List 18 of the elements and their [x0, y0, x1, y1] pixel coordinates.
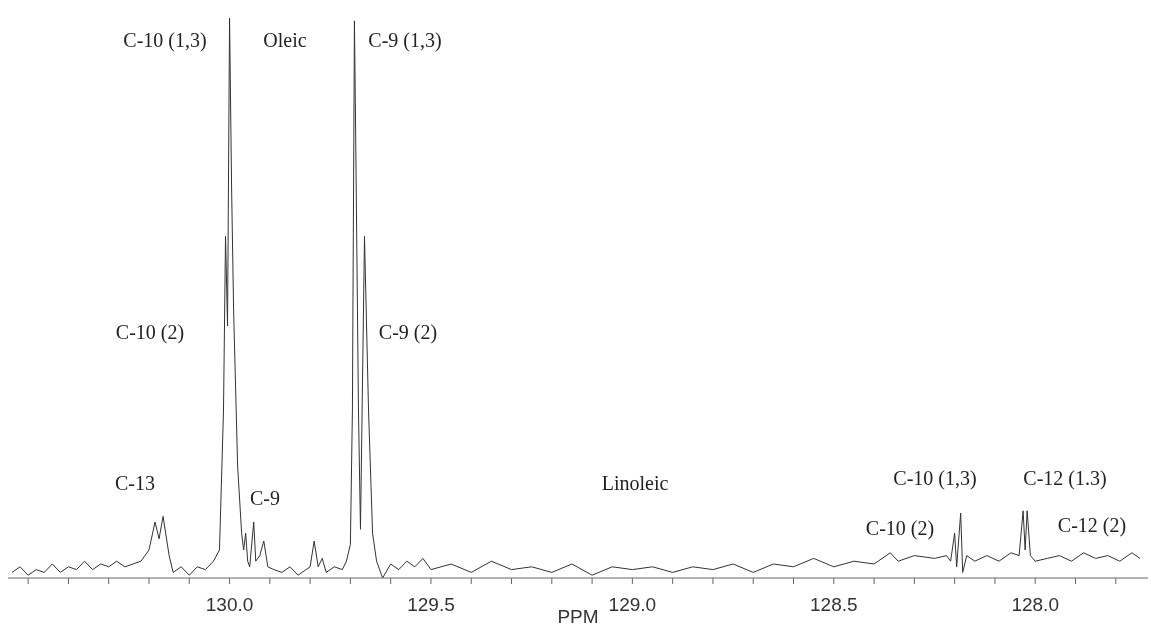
annotation: Linoleic — [601, 472, 669, 494]
annotation: C-12 (1.3) — [1023, 467, 1107, 489]
x-tick-label: 129.5 — [407, 594, 455, 616]
annotation: C-9 (2) — [378, 321, 438, 343]
x-tick-label: 128.5 — [810, 594, 858, 616]
annotation: Oleic — [263, 29, 307, 51]
annotation: C-12 (2) — [1057, 514, 1127, 536]
annotation: C-10 (1,3) — [893, 467, 977, 489]
x-tick-label: 130.0 — [205, 594, 254, 616]
x-tick-label: 129.0 — [608, 594, 657, 616]
annotation: C-10 (2) — [865, 517, 935, 539]
annotation: C-10 (1,3) — [123, 29, 207, 51]
annotation: C-9 (1,3) — [368, 29, 442, 51]
annotation: C-13 — [115, 472, 155, 494]
annotation: C-10 (2) — [115, 321, 185, 343]
x-axis-title: PPM — [557, 606, 599, 627]
annotation: C-9 — [250, 487, 280, 509]
x-tick-label: 128.0 — [1011, 594, 1059, 616]
